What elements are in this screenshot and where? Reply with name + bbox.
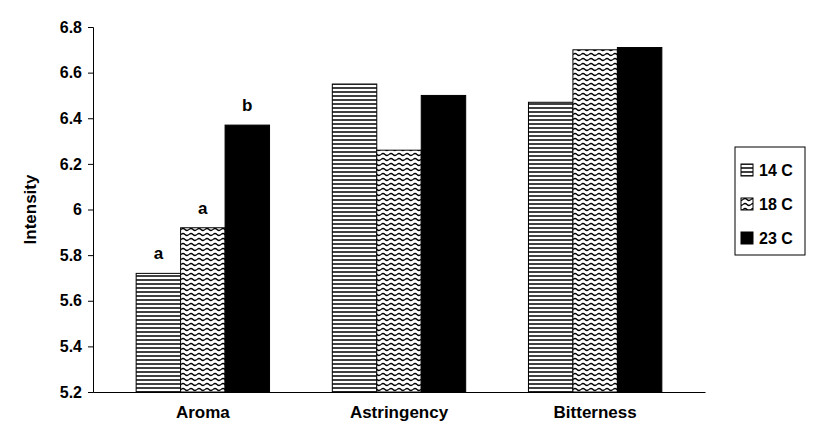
y-tick-label: 6.2	[60, 155, 82, 172]
y-tick: 6	[73, 201, 93, 218]
y-tick-mark	[88, 164, 93, 165]
y-tick: 6.6	[60, 64, 93, 81]
x-tick-label: Aroma	[176, 403, 230, 422]
y-tick: 5.4	[60, 338, 93, 355]
y-axis: 5.2 5.4 5.6 5.8 6 6.2 6.4 6.6 6.8	[60, 19, 94, 401]
x-axis: Aroma Astringency Bitterness	[94, 392, 706, 422]
x-tick: Astringency	[350, 392, 449, 422]
legend-swatch	[741, 198, 753, 210]
bar	[136, 273, 180, 392]
chart: 5.2 5.4 5.6 5.8 6 6.2 6.4 6.6 6.8 Aroma Astringenc…	[0, 0, 830, 442]
y-tick-mark	[88, 210, 93, 211]
y-tick-mark	[88, 27, 93, 28]
x-tick-label: Bitterness	[554, 403, 637, 422]
legend: 14 C 18 C 23 C	[735, 147, 805, 255]
bar	[225, 125, 269, 392]
y-tick-mark	[88, 346, 93, 347]
y-tick-label: 6.4	[60, 110, 82, 127]
x-tick-label: Astringency	[350, 403, 449, 422]
y-tick-label: 6.6	[60, 64, 82, 81]
y-tick-label: 5.2	[60, 384, 82, 401]
y-tick: 5.2	[60, 384, 93, 401]
y-tick-mark	[88, 392, 93, 393]
y-tick: 6.4	[60, 110, 93, 127]
y-axis-line	[88, 28, 94, 393]
legend-swatch	[741, 232, 753, 244]
bar	[573, 50, 617, 392]
y-tick: 5.6	[60, 292, 93, 309]
annotation: a	[154, 244, 164, 263]
legend-label: 18 C	[759, 196, 793, 213]
y-tick-label: 5.8	[60, 247, 82, 264]
y-tick: 6.2	[60, 155, 93, 172]
legend-box	[735, 147, 805, 255]
y-tick-mark	[88, 255, 93, 256]
bar	[377, 150, 421, 392]
bar	[617, 48, 661, 392]
y-tick-label: 6.8	[60, 19, 82, 36]
legend-label: 23 C	[759, 230, 793, 247]
y-tick-label: 5.6	[60, 292, 82, 309]
y-tick-label: 5.4	[60, 338, 82, 355]
bar	[181, 228, 225, 392]
y-axis-title: Intensity	[21, 174, 40, 244]
y-tick: 6.8	[60, 19, 93, 36]
y-tick-mark	[88, 73, 93, 74]
y-tick: 5.8	[60, 247, 93, 264]
x-tick: Bitterness	[554, 392, 637, 422]
y-tick-mark	[88, 118, 93, 119]
plot: 5.2 5.4 5.6 5.8 6 6.2 6.4 6.6 6.8 Aroma Astringenc…	[60, 19, 706, 422]
annotation: a	[198, 199, 208, 218]
bar	[332, 84, 376, 392]
x-tick: Aroma	[176, 392, 230, 422]
y-tick-label: 6	[73, 201, 82, 218]
bars	[136, 48, 662, 392]
legend-swatch	[741, 164, 753, 176]
bar	[421, 95, 465, 392]
y-tick-mark	[88, 301, 93, 302]
x-axis-line	[94, 392, 706, 393]
annotation: b	[242, 96, 252, 115]
legend-label: 14 C	[759, 162, 793, 179]
bar	[528, 102, 572, 392]
